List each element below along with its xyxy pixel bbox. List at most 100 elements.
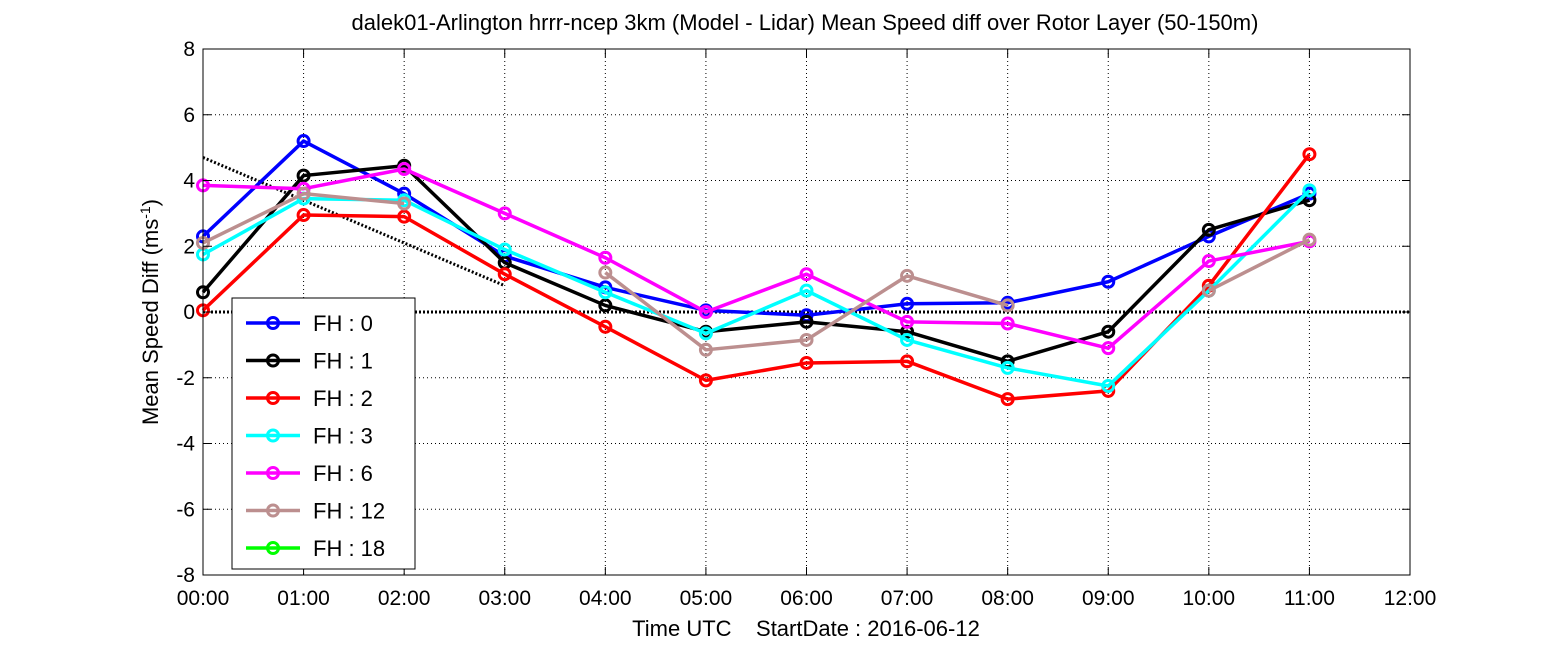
legend-label: FH : 0 xyxy=(313,311,373,336)
legend-item: FH : 12 xyxy=(246,499,385,524)
x-tick-label: 09:00 xyxy=(1082,587,1135,610)
data-point xyxy=(698,326,713,341)
y-tick-label: -2 xyxy=(176,367,195,390)
legend-item: FH : 6 xyxy=(246,461,373,486)
y-tick-label: 2 xyxy=(183,235,195,258)
y-tick-label: 4 xyxy=(183,170,195,193)
series-lines xyxy=(196,134,1317,407)
data-point xyxy=(900,354,915,369)
data-point xyxy=(1101,274,1116,289)
x-axis-label: Time UTC StartDate : 2016-06-12 xyxy=(632,616,980,641)
trend-line-segment xyxy=(202,156,506,288)
y-axis-label-superscript: -1 xyxy=(137,206,153,219)
trend-line xyxy=(202,156,506,288)
x-tick-label: 03:00 xyxy=(478,587,531,610)
y-tick-label: 0 xyxy=(183,301,195,324)
legend-swatch-marker xyxy=(266,353,280,368)
series-line xyxy=(201,163,1310,364)
y-tick-label: -8 xyxy=(176,564,195,587)
legend-swatch-marker xyxy=(266,428,280,443)
legend: FH : 0 FH : 1 FH : 2 FH : 3 FH : 6 FH : 12 FH … xyxy=(231,297,416,570)
data-point xyxy=(1000,316,1015,331)
legend-item: FH : 3 xyxy=(246,424,373,449)
data-point xyxy=(1000,392,1015,407)
data-point xyxy=(1201,283,1216,298)
data-point xyxy=(497,267,512,282)
data-point xyxy=(397,196,412,211)
x-tick-label: 02:00 xyxy=(378,587,431,610)
x-tick-label: 01:00 xyxy=(277,587,330,610)
data-point xyxy=(1000,298,1015,313)
series-line xyxy=(202,167,1310,350)
data-point xyxy=(799,355,814,370)
data-point xyxy=(296,168,311,183)
data-point xyxy=(1201,254,1216,269)
legend-swatch-marker xyxy=(266,391,280,405)
data-point xyxy=(1302,147,1317,162)
data-point xyxy=(598,285,613,300)
legend-label: FH : 2 xyxy=(313,386,373,411)
legend-item: FH : 1 xyxy=(246,349,373,374)
legend-box xyxy=(231,297,416,570)
x-tick-label: 11:00 xyxy=(1284,587,1335,610)
data-point xyxy=(799,314,814,329)
data-point xyxy=(698,305,713,319)
data-point xyxy=(900,314,915,329)
data-point xyxy=(1101,341,1116,356)
data-point xyxy=(698,342,713,357)
x-tick-label: 08:00 xyxy=(981,587,1034,610)
data-point xyxy=(1101,324,1116,339)
data-point xyxy=(1101,378,1116,393)
x-tick-label: 07:00 xyxy=(881,587,934,610)
series-5 xyxy=(196,186,1317,357)
series-line xyxy=(1208,238,1311,293)
series-line xyxy=(201,153,1311,401)
series-line xyxy=(604,271,1009,352)
data-point xyxy=(1000,360,1015,375)
x-tick-label: 06:00 xyxy=(780,587,833,610)
data-point xyxy=(698,373,713,388)
data-point xyxy=(497,206,512,221)
y-tick-label: 8 xyxy=(183,38,195,61)
x-tick-label: 05:00 xyxy=(680,587,733,610)
y-tick-label: 6 xyxy=(183,104,195,127)
x-tick-label: 10:00 xyxy=(1183,587,1236,610)
data-point xyxy=(900,268,915,283)
y-axis-label-main: Mean Speed Diff (ms xyxy=(138,219,163,425)
legend-swatch-marker xyxy=(266,541,280,555)
legend-label: FH : 18 xyxy=(313,536,385,561)
legend-item: FH : 0 xyxy=(246,311,373,336)
y-axis-label: Mean Speed Diff (ms-1) xyxy=(137,199,163,425)
data-point xyxy=(799,283,814,298)
data-point xyxy=(598,319,613,334)
data-point xyxy=(598,250,613,265)
legend-label: FH : 3 xyxy=(313,424,373,449)
data-point xyxy=(598,298,613,313)
data-point xyxy=(296,208,311,223)
data-point xyxy=(900,296,915,311)
data-point xyxy=(1201,222,1216,237)
data-point xyxy=(397,209,412,224)
legend-swatch-marker xyxy=(266,316,280,330)
data-point xyxy=(598,265,613,280)
y-axis-ticks: 8 6 4 2 0 -2 -4 -6 -8 xyxy=(176,38,1410,587)
data-point xyxy=(799,267,814,282)
x-tick-label: 00:00 xyxy=(177,587,230,610)
legend-swatch-marker xyxy=(266,466,280,480)
legend-label: FH : 12 xyxy=(313,499,385,524)
legend-label: FH : 6 xyxy=(313,461,373,486)
legend-item: FH : 18 xyxy=(246,536,385,561)
x-axis-ticks: 00:00 01:00 02:00 03:00 04:00 05:00 06:00 07:00… xyxy=(177,49,1436,610)
data-point xyxy=(1302,183,1317,198)
data-point xyxy=(900,332,915,347)
data-point xyxy=(799,332,814,347)
data-point xyxy=(296,186,311,201)
chart-title: dalek01-Arlington hrrr-ncep 3km (Model -… xyxy=(352,10,1259,35)
y-tick-label: -4 xyxy=(176,433,195,456)
x-tick-label: 04:00 xyxy=(579,587,632,610)
legend-item: FH : 2 xyxy=(246,386,373,411)
series-line xyxy=(202,189,1311,388)
data-point xyxy=(397,161,412,176)
legend-label: FH : 1 xyxy=(313,349,373,374)
